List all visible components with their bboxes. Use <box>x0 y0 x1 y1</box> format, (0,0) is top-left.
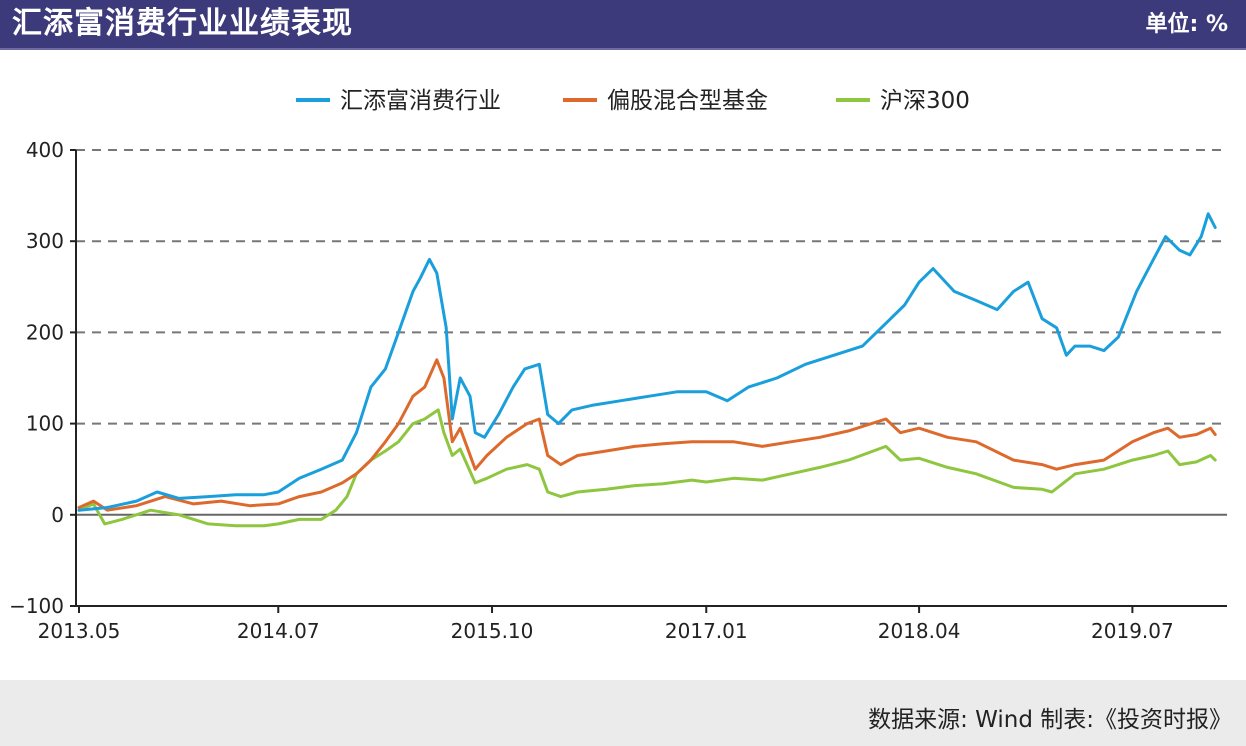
x-tick-label: 2013.05 <box>38 619 121 643</box>
y-tick-label: 400 <box>26 138 64 162</box>
series-line-1 <box>77 212 1217 512</box>
series-line-2 <box>77 358 1217 512</box>
source-note: 数据来源: Wind 制表:《投资时报》 <box>868 707 1232 733</box>
y-tick-label: 100 <box>26 412 64 436</box>
chart-title: 汇添富消费行业业绩表现 <box>12 6 353 41</box>
header-bar: 汇添富消费行业业绩表现 单位: % <box>0 0 1246 50</box>
x-tick-label: 2017.01 <box>665 619 748 643</box>
grid-lines <box>76 149 1227 516</box>
y-tick-label: −100 <box>9 594 64 618</box>
legend-label-3: 沪深300 <box>880 88 970 114</box>
unit-label: 单位: % <box>1145 12 1228 37</box>
footer-band <box>0 680 1246 746</box>
x-tick-label: 2014.07 <box>237 619 320 643</box>
series-line-3 <box>77 408 1217 528</box>
y-tick-label: 300 <box>26 229 64 253</box>
y-tick-label: 0 <box>51 503 64 527</box>
y-tick-label: 200 <box>26 320 64 344</box>
legend: 汇添富消费行业 偏股混合型基金 沪深300 <box>296 88 970 114</box>
x-tick-label: 2018.04 <box>878 619 961 643</box>
legend-label-2: 偏股混合型基金 <box>607 88 768 114</box>
legend-label-1: 汇添富消费行业 <box>340 88 501 114</box>
x-tick-label: 2015.10 <box>451 619 534 643</box>
plot-background <box>0 50 1246 680</box>
x-tick-label: 2019.07 <box>1091 619 1174 643</box>
series-lines <box>77 212 1217 528</box>
